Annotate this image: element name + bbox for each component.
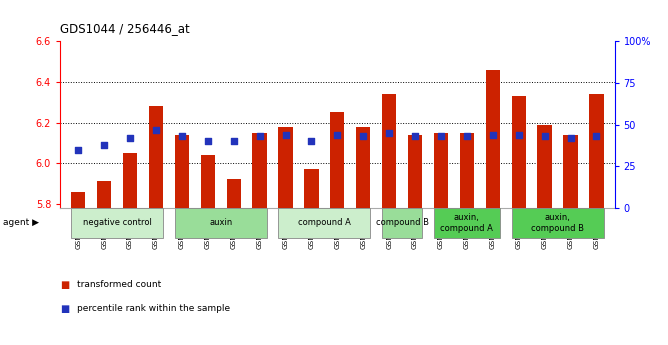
Bar — [175, 135, 189, 208]
Bar — [149, 106, 163, 208]
Bar — [512, 96, 526, 208]
Bar — [434, 208, 500, 238]
Text: ■: ■ — [60, 280, 69, 289]
Text: percentile rank within the sample: percentile rank within the sample — [77, 304, 230, 313]
Text: compound B: compound B — [375, 218, 429, 227]
Text: compound A: compound A — [298, 218, 351, 227]
Bar — [253, 133, 267, 208]
Point — [176, 134, 187, 139]
Point — [255, 134, 265, 139]
Text: auxin,
compound B: auxin, compound B — [531, 213, 584, 233]
Point — [73, 147, 84, 152]
Text: ■: ■ — [60, 304, 69, 314]
Text: agent ▶: agent ▶ — [3, 218, 39, 227]
Point — [513, 132, 524, 137]
Text: negative control: negative control — [83, 218, 152, 227]
Point — [384, 130, 395, 136]
Point — [488, 132, 498, 137]
Point — [306, 138, 317, 144]
Bar — [330, 112, 345, 208]
Point — [358, 134, 369, 139]
Bar — [408, 135, 422, 208]
Bar — [512, 208, 604, 238]
Bar — [589, 94, 604, 208]
Point — [332, 132, 343, 137]
Bar — [486, 70, 500, 208]
Bar — [538, 125, 552, 208]
Text: auxin: auxin — [209, 218, 232, 227]
Bar — [434, 133, 448, 208]
Point — [436, 134, 446, 139]
Bar — [563, 135, 578, 208]
Bar — [71, 191, 86, 208]
Bar — [382, 208, 422, 238]
Text: transformed count: transformed count — [77, 280, 161, 289]
Bar — [305, 169, 319, 208]
Bar — [97, 181, 112, 208]
Bar — [356, 127, 370, 208]
Point — [280, 132, 291, 137]
Bar — [382, 94, 396, 208]
Point — [539, 134, 550, 139]
Bar — [460, 133, 474, 208]
Point — [591, 134, 602, 139]
Bar — [200, 155, 215, 208]
Text: GDS1044 / 256446_at: GDS1044 / 256446_at — [60, 22, 190, 36]
Point — [565, 135, 576, 141]
Point — [125, 135, 136, 141]
Bar — [175, 208, 267, 238]
Text: auxin,
compound A: auxin, compound A — [440, 213, 494, 233]
Bar — [279, 208, 370, 238]
Point — [462, 134, 472, 139]
Point — [409, 134, 420, 139]
Point — [151, 127, 162, 132]
Bar — [226, 179, 241, 208]
Bar — [123, 153, 137, 208]
Point — [202, 138, 213, 144]
Bar — [71, 208, 163, 238]
Point — [228, 138, 239, 144]
Bar — [279, 127, 293, 208]
Point — [99, 142, 110, 147]
